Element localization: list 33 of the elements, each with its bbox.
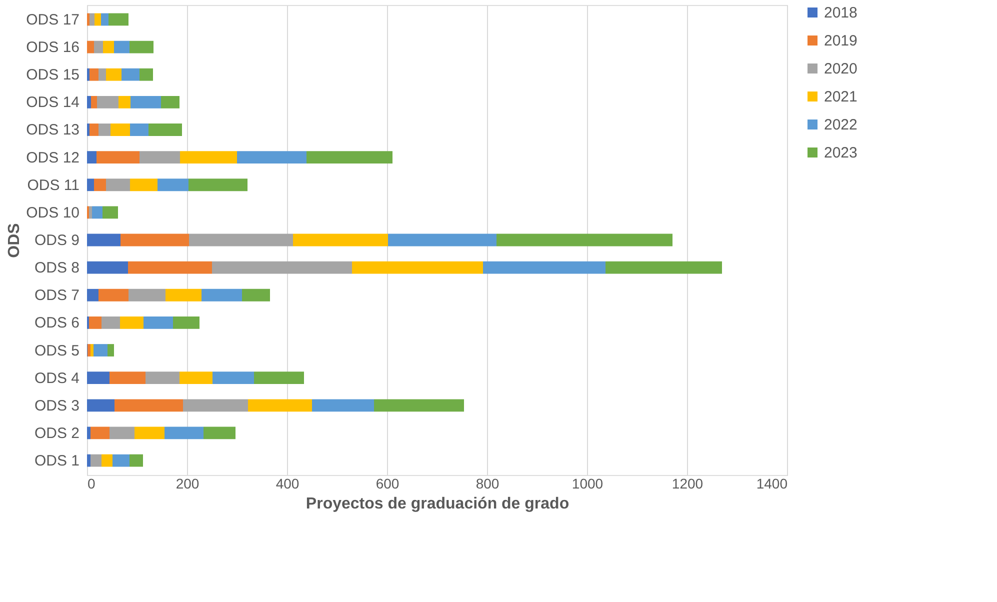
y-tick-label: ODS 12 <box>26 149 80 166</box>
y-tick-label: ODS 6 <box>34 314 80 332</box>
legend-label: 2023 <box>824 144 858 162</box>
y-tick-label: ODS 4 <box>34 370 80 387</box>
x-tick-label: 800 <box>476 476 500 492</box>
x-axis-title: Proyectos de graduación de grado <box>306 496 570 512</box>
y-axis-title: ODS <box>6 222 24 258</box>
y-tick-label: ODS 1 <box>34 452 80 470</box>
legend-label: 2022 <box>824 116 858 134</box>
y-tick-label: ODS 17 <box>26 11 80 28</box>
y-tick-label: ODS 8 <box>34 260 80 277</box>
y-tick-label: ODS 14 <box>26 94 80 112</box>
legend-label: 2018 <box>824 4 858 22</box>
y-tick-label: ODS 2 <box>34 424 80 442</box>
x-tick-label: 1400 <box>756 476 788 492</box>
x-tick-label: 1000 <box>572 476 604 492</box>
x-tick-label: 200 <box>176 476 200 492</box>
y-tick-label: ODS 3 <box>34 397 80 414</box>
legend-label: 2020 <box>824 60 858 78</box>
y-tick-label: ODS 11 <box>27 176 80 194</box>
legend-label: 2021 <box>824 88 858 106</box>
x-tick-label: 0 <box>88 476 96 492</box>
y-tick-label: ODS 9 <box>34 232 80 249</box>
y-tick-label: ODS 10 <box>26 204 80 222</box>
y-tick-label: ODS 5 <box>34 342 80 360</box>
legend-label: 2019 <box>824 32 858 50</box>
x-tick-label: 600 <box>376 476 400 492</box>
y-tick-label: ODS 13 <box>26 122 80 139</box>
y-tick-label: ODS 7 <box>34 287 80 304</box>
y-tick-label: ODS 15 <box>26 66 80 84</box>
y-tick-label: ODS 16 <box>26 39 80 56</box>
x-tick-label: 400 <box>276 476 300 492</box>
x-tick-label: 1200 <box>672 476 704 492</box>
